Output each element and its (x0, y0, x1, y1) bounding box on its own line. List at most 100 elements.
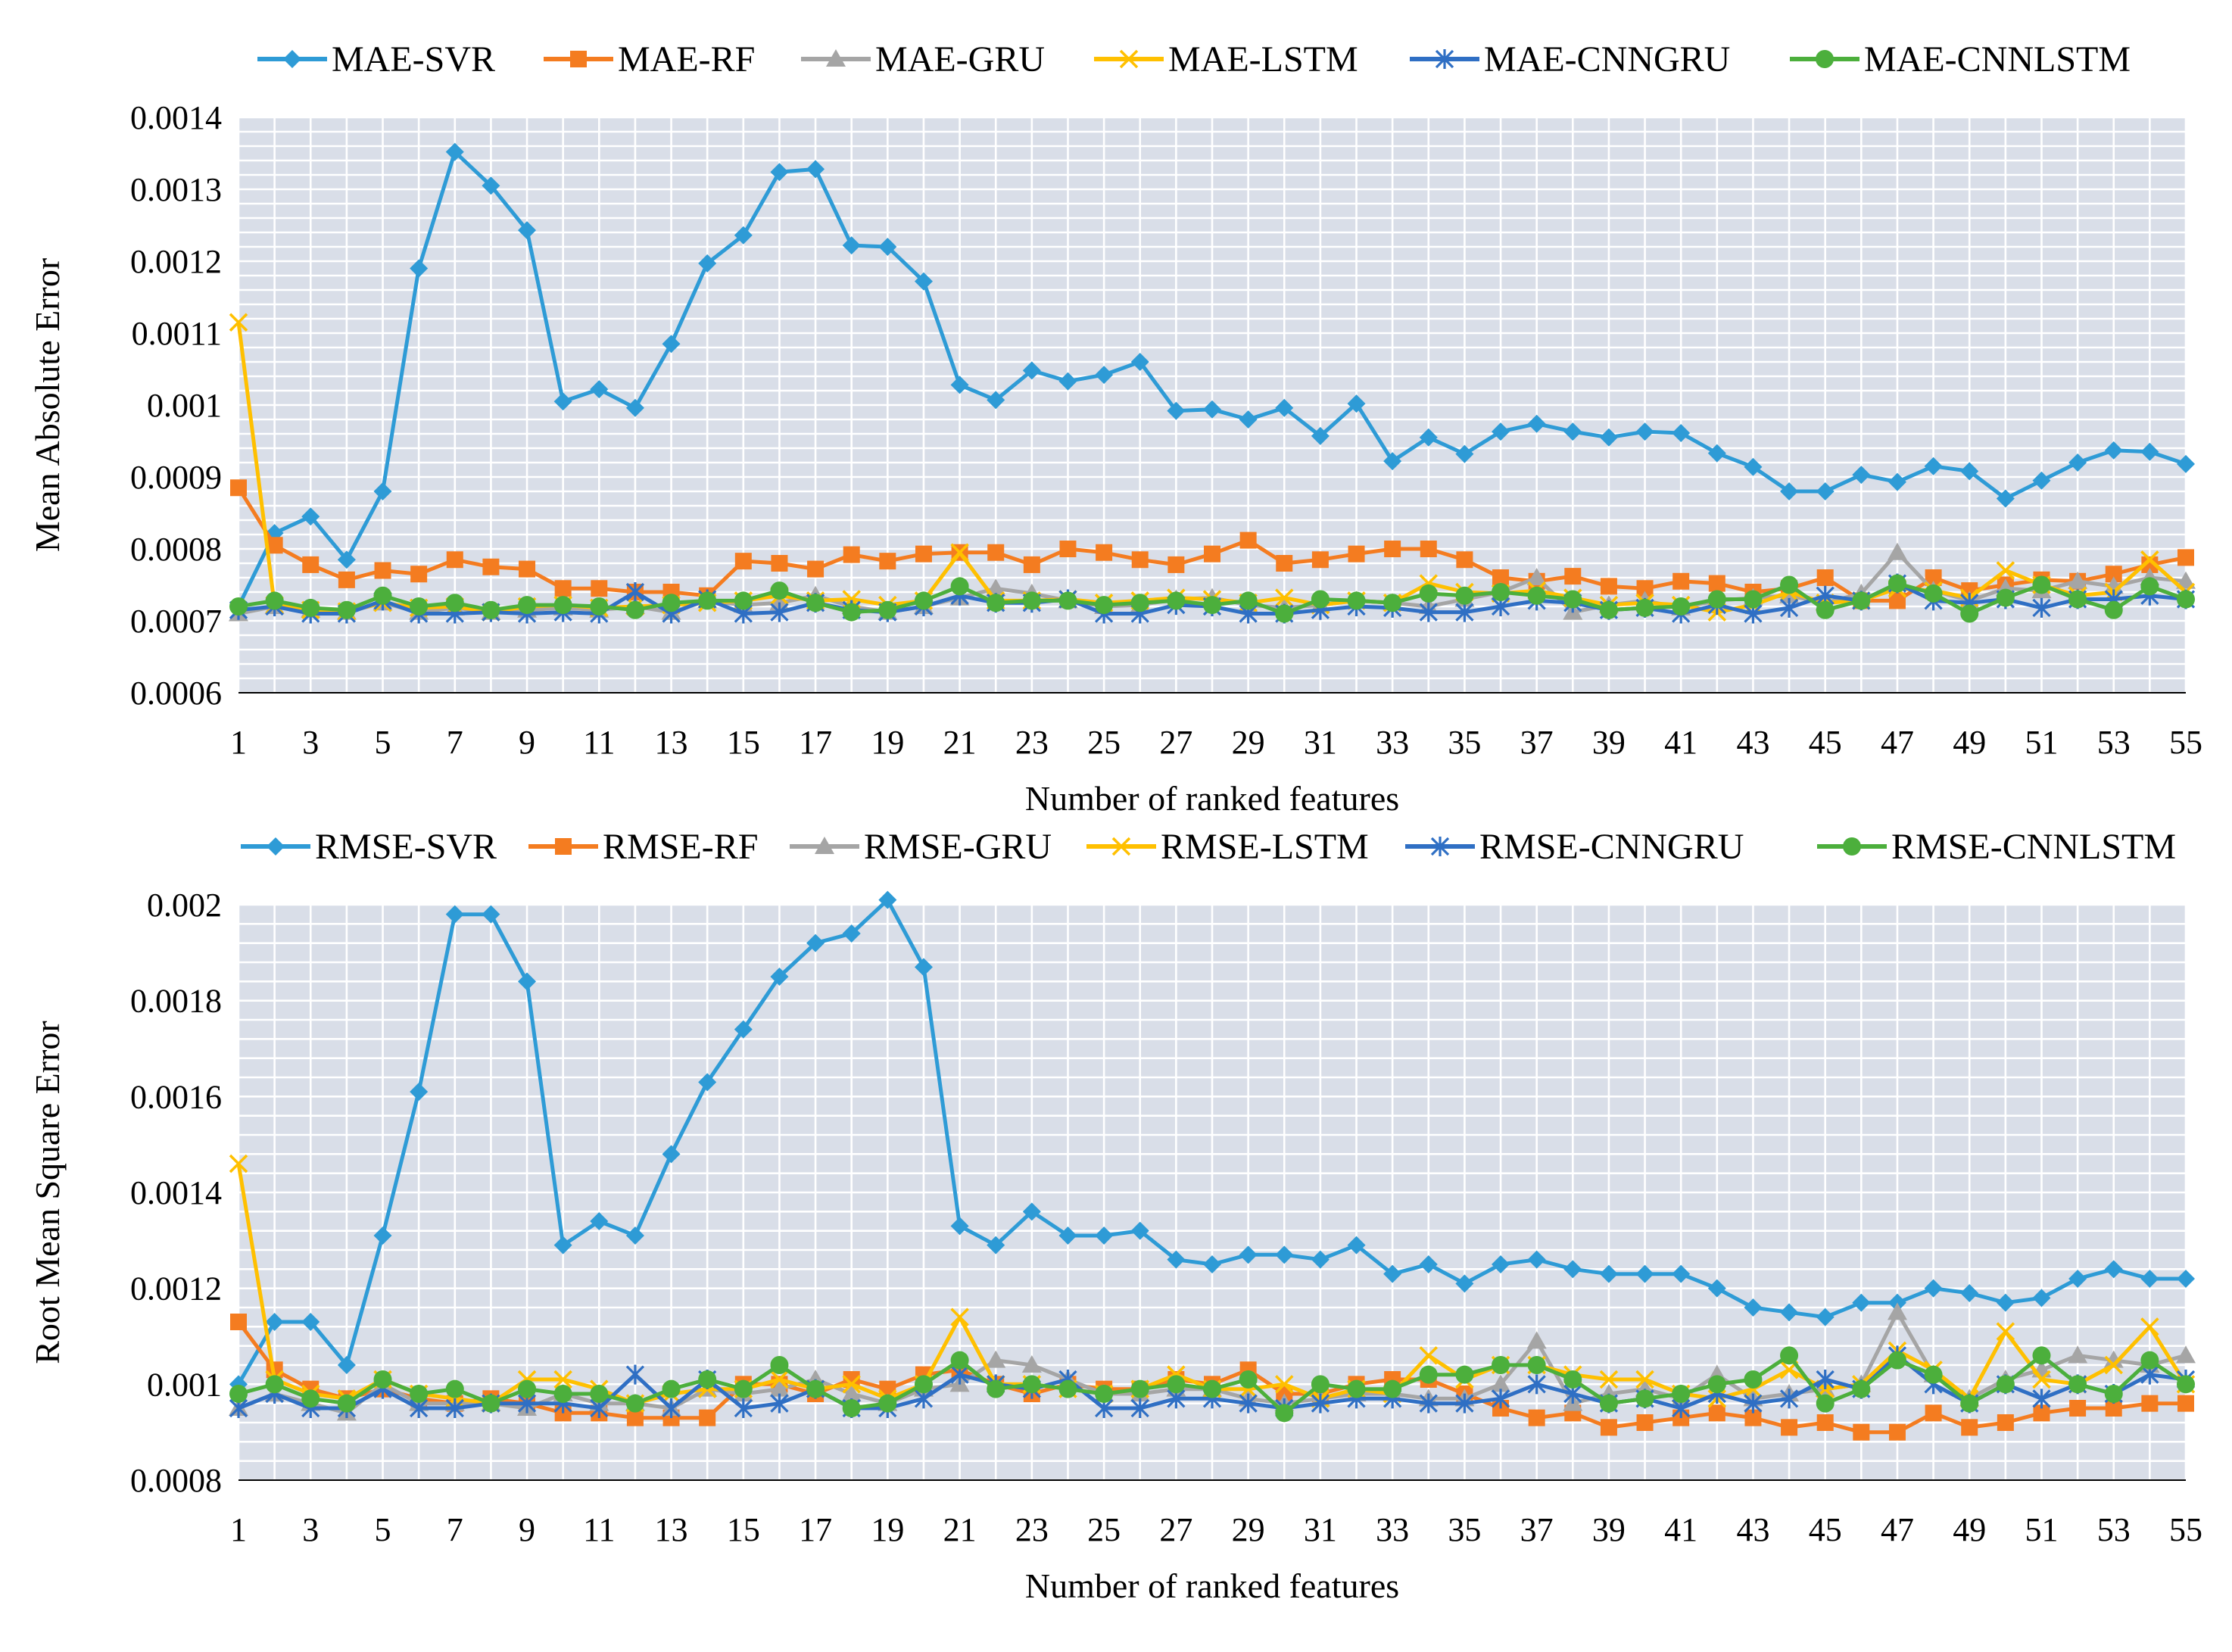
data-point-mae-svr (1347, 394, 1366, 413)
y-tick-label: 0.001 (147, 387, 222, 424)
data-point-mae-cnnlstm (410, 597, 429, 616)
x-tick-label: 39 (1592, 724, 1626, 761)
x-tick-label: 55 (2169, 1511, 2202, 1548)
data-point-mae-rf (1096, 544, 1113, 561)
data-point-mae-gru (2176, 571, 2196, 589)
data-point-mae-cnnlstm (625, 600, 644, 619)
data-point-mae-cnnlstm (1419, 584, 1438, 603)
x-tick-label: 45 (1809, 724, 1842, 761)
data-point-rmse-svr (1960, 1284, 1979, 1302)
data-point-mae-svr (301, 507, 320, 526)
data-point-rmse-cnngru (1744, 1393, 1763, 1414)
data-point-mae-cnnlstm (698, 591, 717, 610)
x-tick-label: 23 (1015, 724, 1049, 761)
data-point-mae-cnnlstm (1347, 591, 1366, 610)
data-point-rmse-cnngru (1455, 1393, 1474, 1414)
data-point-rmse-svr (1527, 1250, 1546, 1269)
data-point-mae-rf (1420, 541, 1437, 557)
data-point-rmse-svr (950, 1217, 969, 1236)
data-point-rmse-svr (1419, 1255, 1438, 1273)
data-point-rmse-lstm (2032, 1370, 2051, 1389)
data-point-rmse-svr (1347, 1236, 1366, 1255)
data-point-mae-lstm (2140, 550, 2159, 569)
data-point-rmse-cnnlstm (445, 1379, 464, 1398)
data-point-mae-svr (1852, 466, 1871, 485)
data-point-rmse-cnnlstm (914, 1375, 933, 1394)
legend-label: MAE-CNNLSTM (1864, 39, 2131, 79)
data-point-rmse-cnngru (662, 1398, 681, 1418)
data-point-mae-svr (373, 482, 392, 500)
data-point-rmse-cnnlstm (1311, 1375, 1330, 1394)
data-point-mae-svr (482, 176, 500, 195)
y-tick-label: 0.0012 (130, 1270, 222, 1308)
x-tick-label: 47 (1881, 724, 1914, 761)
data-point-rmse-cnnlstm (1924, 1365, 1943, 1384)
y-tick-label: 0.0014 (130, 1174, 222, 1211)
data-point-rmse-cnnlstm (337, 1394, 356, 1413)
data-point-rmse-svr (2140, 1270, 2159, 1288)
x-tick-label: 19 (871, 724, 904, 761)
data-point-rmse-cnnlstm (987, 1379, 1005, 1398)
data-point-rmse-svr (1095, 1227, 1114, 1245)
x-tick-label: 49 (1953, 724, 1986, 761)
x-tick-label: 45 (1809, 1511, 1842, 1548)
data-point-rmse-svr (1058, 1227, 1077, 1245)
data-point-mae-cnnlstm (1960, 604, 1979, 623)
legend-label: RMSE-GRU (864, 827, 1052, 867)
data-point-rmse-svr (2032, 1289, 2051, 1308)
data-point-mae-cnnlstm (2032, 575, 2051, 594)
data-point-mae-svr (2177, 454, 2195, 473)
legend-label: MAE-SVR (332, 39, 495, 79)
data-point-rmse-rf (1961, 1419, 1978, 1436)
data-point-rmse-gru (2068, 1345, 2088, 1364)
data-point-mae-cnnlstm (842, 603, 861, 622)
data-point-mae-cnnlstm (1527, 586, 1546, 605)
x-tick-label: 11 (583, 724, 615, 761)
x-tick-label: 51 (2025, 1511, 2058, 1548)
data-point-mae-cnnlstm (1022, 591, 1041, 610)
data-point-mae-cnnlstm (1095, 596, 1114, 615)
data-point-mae-rf (1167, 556, 1185, 573)
data-point-rmse-cnnlstm (482, 1394, 500, 1413)
data-point-rmse-rf (1997, 1414, 2014, 1431)
data-point-rmse-cnnlstm (950, 1351, 969, 1370)
data-point-mae-rf (879, 553, 896, 570)
data-point-rmse-svr (1239, 1245, 1258, 1264)
data-point-mae-rf (1384, 541, 1401, 557)
x-tick-label: 31 (1304, 724, 1337, 761)
data-point-rmse-cnnlstm (2032, 1346, 2051, 1365)
data-point-mae-svr (590, 380, 609, 399)
legend-label: MAE-GRU (875, 39, 1045, 79)
data-point-mae-svr (337, 550, 356, 569)
data-point-rmse-svr (518, 972, 537, 991)
data-point-rmse-svr (1563, 1260, 1582, 1279)
data-point-rmse-svr (445, 905, 464, 924)
data-point-mae-cnnlstm (1888, 574, 1906, 593)
data-point-mae-cnnlstm (1492, 583, 1510, 601)
data-point-mae-svr (2104, 441, 2123, 460)
data-point-mae-cnnlstm (1383, 594, 1402, 612)
data-point-mae-cnnlstm (1275, 604, 1294, 623)
data-point-mae-cnnlstm (1816, 600, 1835, 619)
data-point-rmse-svr (2104, 1260, 2123, 1279)
data-point-rmse-cnnlstm (1130, 1379, 1149, 1398)
data-point-rmse-cnngru (1491, 1389, 1510, 1409)
data-point-mae-cnnlstm (2177, 590, 2195, 609)
data-point-mae-svr (1058, 372, 1077, 391)
legend-label: RMSE-RF (603, 827, 758, 867)
data-point-mae-cnnlstm (1203, 596, 1221, 615)
data-point-mae-rf (1204, 545, 1220, 563)
data-point-rmse-cnnlstm (1563, 1370, 1582, 1389)
x-tick-label: 7 (447, 724, 463, 761)
data-point-rmse-cnnlstm (2177, 1375, 2195, 1394)
data-point-mae-cnngru (2032, 597, 2051, 618)
data-point-rmse-cnnlstm (590, 1385, 609, 1403)
data-point-rmse-gru (986, 1350, 1006, 1368)
y-tick-label: 0.0009 (130, 459, 222, 496)
x-tick-label: 17 (799, 724, 832, 761)
legend-label: MAE-LSTM (1168, 39, 1358, 79)
legend-item-rmse-rf: RMSE-RF (528, 827, 758, 867)
data-point-rmse-cnngru (1779, 1389, 1799, 1409)
data-point-mae-svr (1888, 472, 1906, 491)
x-tick-label: 51 (2025, 724, 2058, 761)
